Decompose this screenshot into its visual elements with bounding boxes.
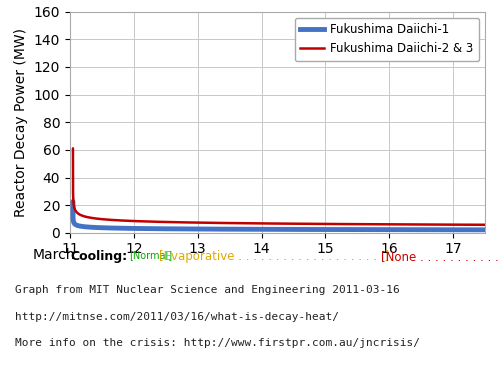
Text: Cooling:: Cooling: xyxy=(70,250,127,263)
Text: http://mitnse.com/2011/03/16/what-is-decay-heat/: http://mitnse.com/2011/03/16/what-is-dec… xyxy=(15,312,339,322)
Text: [None . . . . . . . . . . . .: [None . . . . . . . . . . . . xyxy=(381,250,500,263)
Text: [Evaporative . . . . . . . . . . . . . . . . . . . .]: [Evaporative . . . . . . . . . . . . . .… xyxy=(159,250,389,263)
Text: March: March xyxy=(32,248,75,262)
Legend: Fukushima Daiichi-1, Fukushima Daiichi-2 & 3: Fukushima Daiichi-1, Fukushima Daiichi-2… xyxy=(294,17,479,61)
Text: [Normal]: [Normal] xyxy=(129,250,172,260)
Y-axis label: Reactor Decay Power (MW): Reactor Decay Power (MW) xyxy=(14,28,28,217)
Text: More info on the crisis: http://www.firstpr.com.au/jncrisis/: More info on the crisis: http://www.firs… xyxy=(15,338,420,348)
Text: Graph from MIT Nuclear Science and Engineering 2011-03-16: Graph from MIT Nuclear Science and Engin… xyxy=(15,285,400,295)
